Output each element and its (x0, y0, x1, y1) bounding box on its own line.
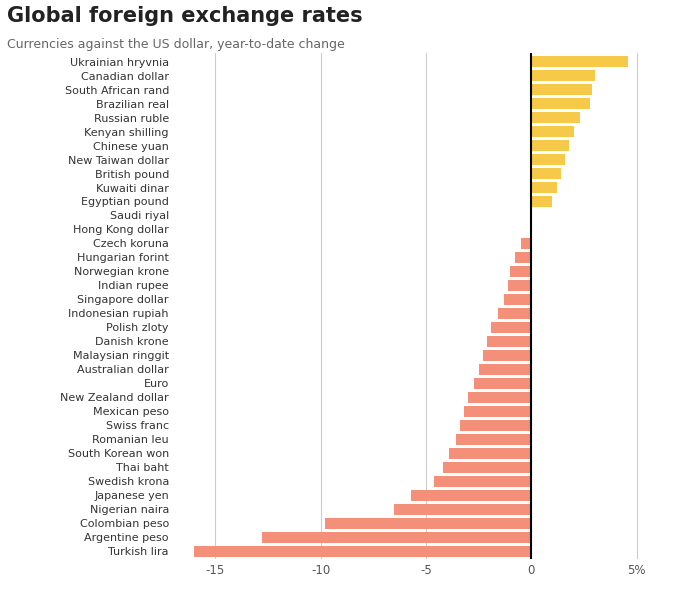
Bar (261, 532, 532, 542)
Bar (479, 364, 532, 375)
Bar (411, 490, 532, 501)
Bar (511, 266, 532, 277)
Bar (468, 392, 532, 403)
Bar (504, 294, 532, 305)
Bar (532, 140, 569, 151)
Bar (530, 224, 532, 235)
Text: Global foreign exchange rates: Global foreign exchange rates (7, 6, 363, 26)
Bar (449, 448, 532, 459)
Bar (498, 308, 532, 319)
Bar (483, 350, 532, 361)
Text: Currencies against the US dollar, year-to-date change: Currencies against the US dollar, year-t… (7, 38, 344, 52)
Bar (521, 238, 532, 249)
Bar (435, 476, 532, 487)
Bar (487, 336, 532, 347)
Bar (492, 322, 532, 333)
Bar (532, 112, 580, 123)
Bar (508, 280, 532, 291)
Bar (532, 84, 593, 95)
Bar (194, 546, 532, 556)
Bar (532, 70, 595, 81)
Bar (532, 126, 574, 137)
Bar (443, 462, 532, 472)
Bar (456, 434, 532, 445)
Bar (532, 154, 565, 165)
Bar (532, 168, 561, 179)
Bar (464, 406, 532, 417)
Bar (394, 504, 532, 514)
Bar (475, 378, 532, 389)
Bar (532, 56, 628, 67)
Bar (460, 420, 532, 430)
Bar (532, 98, 590, 109)
Bar (532, 182, 557, 193)
Bar (515, 252, 532, 263)
Bar (325, 517, 532, 529)
Bar (532, 196, 553, 207)
